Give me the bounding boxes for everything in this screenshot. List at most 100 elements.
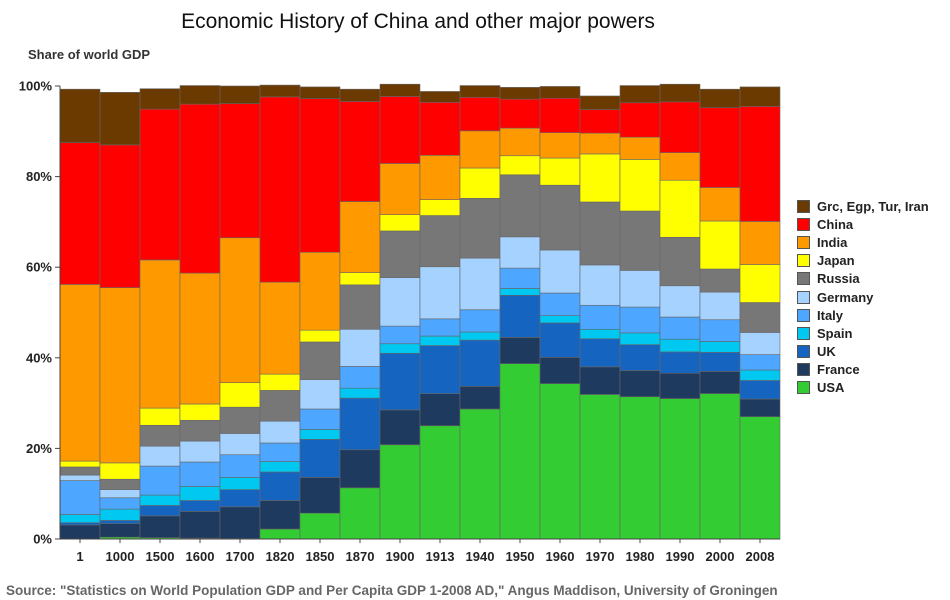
bar-italy-1500 — [139, 465, 181, 496]
bar-china-1980 — [619, 102, 661, 138]
bar-russia-1500 — [139, 424, 181, 447]
bar-germany-1600 — [179, 440, 221, 463]
bar-uk-1980 — [619, 344, 661, 371]
bar-grc-egp-tur-iran-2008 — [739, 86, 781, 107]
bar-uk-1990 — [659, 351, 701, 374]
bar-india-1960 — [539, 132, 581, 159]
bar-spain-1500 — [139, 494, 181, 506]
bar-grc-egp-tur-iran-2000 — [699, 88, 741, 109]
bar-italy-1970 — [579, 304, 621, 330]
bar-russia-2000 — [699, 268, 741, 293]
bar-italy-1940 — [459, 309, 501, 333]
bar-grc-egp-tur-iran-1820 — [259, 84, 301, 98]
bar-france-1960 — [539, 357, 581, 384]
x-tick-label: 1970 — [586, 549, 615, 564]
bar-russia-1913 — [419, 215, 461, 268]
bar-grc-egp-tur-iran-1980 — [619, 85, 661, 104]
bar-india-1500 — [139, 259, 181, 409]
bar-japan-1600 — [179, 403, 221, 421]
bar-japan-1980 — [619, 159, 661, 212]
bar-italy-1990 — [659, 316, 701, 340]
bar-japan-1700 — [219, 382, 261, 408]
bar-uk-2000 — [699, 352, 741, 372]
bar-india-1990 — [659, 152, 701, 181]
bar-group-2008 — [739, 86, 781, 540]
legend-label: China — [817, 216, 854, 232]
bar-china-1870 — [339, 101, 381, 202]
bar-italy-1700 — [219, 454, 261, 478]
bar-france-1990 — [659, 372, 701, 399]
bar-germany-2000 — [699, 291, 741, 321]
bar-russia-1600 — [179, 420, 221, 442]
bar-grc-egp-tur-iran-1870 — [339, 88, 381, 102]
legend-label: UK — [817, 344, 836, 360]
bar-japan-1000 — [99, 462, 141, 480]
bar-uk-1820 — [259, 471, 301, 501]
bar-japan-1970 — [579, 153, 621, 203]
bar-uk-1870 — [339, 397, 381, 451]
bar-russia-1950 — [499, 174, 541, 238]
bar-germany-1970 — [579, 264, 621, 306]
x-tick-label: 1913 — [426, 549, 455, 564]
bar-germany-1500 — [139, 445, 181, 467]
bar-france-1940 — [459, 386, 501, 410]
x-tick-label: 1940 — [466, 549, 495, 564]
bar-usa-1870 — [339, 487, 381, 540]
bar-russia-2008 — [739, 302, 781, 333]
bar-india-1950 — [499, 127, 541, 157]
y-tick-label: 0% — [33, 532, 52, 547]
bar-germany-1700 — [219, 433, 261, 456]
bar-spain-2008 — [739, 369, 781, 381]
legend-label: Japan — [817, 253, 855, 269]
bar-group-1850 — [299, 86, 341, 540]
bar-grc-egp-tur-iran-1940 — [459, 85, 501, 98]
bar-uk-1700 — [219, 489, 261, 508]
bar-uk-1950 — [499, 294, 541, 338]
bar-japan-1870 — [339, 272, 381, 286]
bar-group-1950 — [499, 87, 541, 540]
bar-grc-egp-tur-iran-1 — [59, 88, 101, 143]
bar-spain-1950 — [499, 288, 541, 296]
bar-japan-1940 — [459, 167, 501, 199]
bar-india-1 — [59, 284, 101, 462]
bar-uk-1940 — [459, 339, 501, 387]
x-tick-label: 1850 — [306, 549, 335, 564]
bar-germany-1990 — [659, 285, 701, 318]
bar-russia-1870 — [339, 284, 381, 330]
bar-uk-1913 — [419, 345, 461, 394]
bar-france-1913 — [419, 393, 461, 427]
bar-usa-1913 — [419, 425, 461, 540]
bar-france-1900 — [379, 409, 421, 446]
bar-usa-1850 — [299, 512, 341, 540]
bar-india-1850 — [299, 251, 341, 331]
bar-italy-1870 — [339, 366, 381, 389]
legend-swatch — [797, 217, 810, 231]
bar-group-1980 — [619, 85, 661, 540]
bar-uk-1970 — [579, 338, 621, 368]
bar-japan-2000 — [699, 220, 741, 270]
bar-russia-1 — [59, 466, 101, 476]
bar-france-1950 — [499, 337, 541, 364]
y-tick-label: 60% — [26, 260, 52, 275]
bar-china-1990 — [659, 101, 701, 153]
bar-spain-1913 — [419, 335, 461, 346]
bar-italy-2008 — [739, 354, 781, 371]
legend-item-germany: Germany — [797, 288, 929, 306]
bar-germany-1960 — [539, 249, 581, 294]
legend-label: Italy — [817, 307, 844, 323]
bar-russia-1940 — [459, 198, 501, 259]
bar-usa-1950 — [499, 363, 541, 540]
y-tick-label: 20% — [26, 441, 52, 456]
bar-grc-egp-tur-iran-1500 — [139, 88, 181, 110]
chart-title: Economic History of China and other majo… — [181, 10, 655, 33]
bar-group-1960 — [539, 86, 581, 540]
legend-swatch — [797, 290, 810, 304]
x-tick-label: 1900 — [386, 549, 415, 564]
bar-spain-1700 — [219, 477, 261, 490]
bar-grc-egp-tur-iran-1913 — [419, 91, 461, 103]
bar-russia-1980 — [619, 210, 661, 271]
bar-japan-1990 — [659, 179, 701, 238]
bar-china-1000 — [99, 144, 141, 288]
bar-france-1870 — [339, 449, 381, 489]
